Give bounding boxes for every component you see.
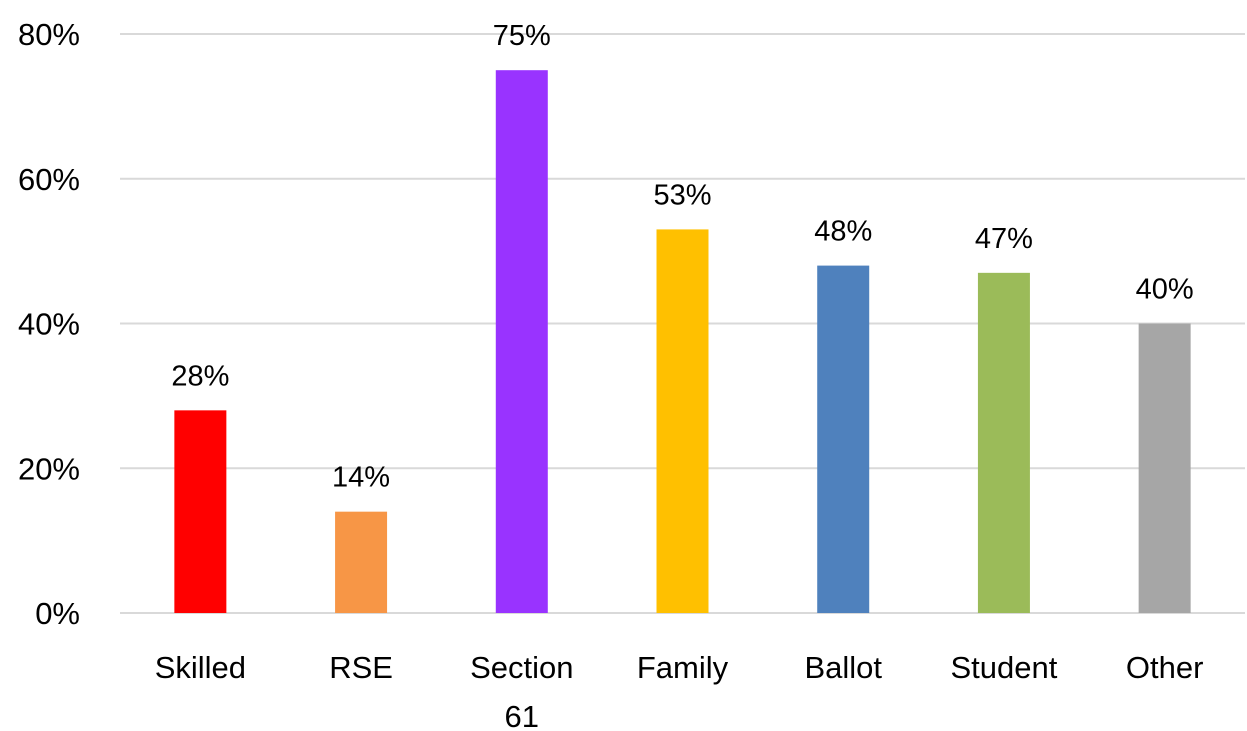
- data-label: 28%: [171, 360, 229, 392]
- category-label: Student: [950, 650, 1057, 685]
- data-label: 48%: [814, 216, 872, 248]
- bar: [817, 265, 870, 613]
- y-axis-ticks: 0% 20% 40% 60% 80%: [18, 17, 80, 631]
- category-label: Ballot: [804, 650, 882, 685]
- category-label: RSE: [329, 650, 393, 685]
- y-tick-label: 80%: [18, 17, 80, 52]
- category-label: Family: [637, 650, 729, 685]
- data-label: 14%: [332, 462, 390, 494]
- bar: [335, 511, 388, 613]
- y-tick-label: 60%: [18, 162, 80, 197]
- category-label: Skilled: [155, 650, 246, 685]
- x-axis-categories: Skilled RSE Section 61 Family Ballot Student Ot…: [155, 650, 1204, 731]
- data-labels: 28% 14% 75% 53% 48% 47% 40%: [171, 20, 1193, 493]
- y-tick-label: 20%: [18, 451, 80, 486]
- bar: [174, 410, 227, 613]
- bar: [1138, 323, 1191, 613]
- data-label: 75%: [493, 20, 551, 52]
- bar: [495, 70, 548, 613]
- bars: [174, 70, 1191, 613]
- y-tick-label: 40%: [18, 307, 80, 342]
- bar: [656, 229, 709, 613]
- category-label: Section 61: [470, 650, 573, 731]
- category-label: Other: [1126, 650, 1204, 685]
- data-label: 47%: [975, 223, 1033, 255]
- bar: [977, 272, 1030, 613]
- y-tick-label: 0%: [35, 596, 80, 631]
- data-label: 40%: [1136, 274, 1194, 306]
- data-label: 53%: [653, 179, 711, 211]
